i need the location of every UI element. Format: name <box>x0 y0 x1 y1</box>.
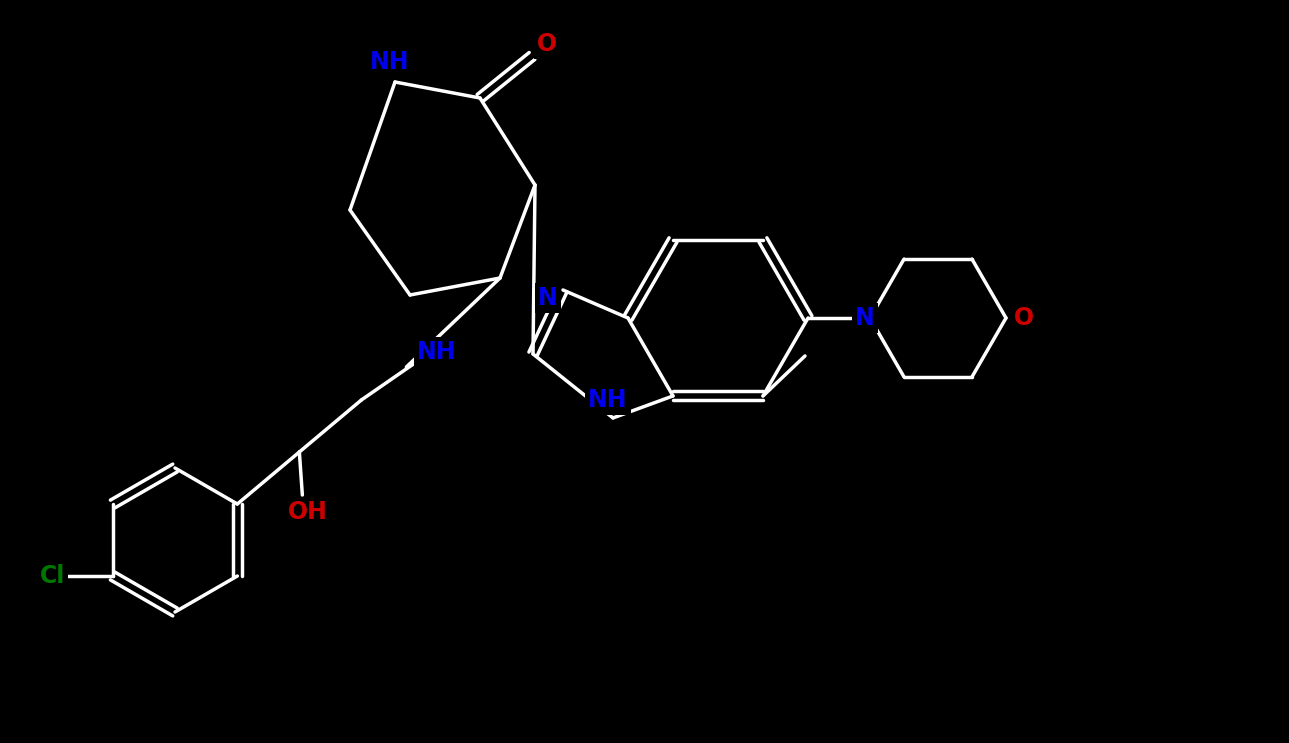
Text: NH: NH <box>416 340 456 364</box>
Text: Cl: Cl <box>40 564 66 588</box>
Text: O: O <box>1014 306 1034 330</box>
Text: N: N <box>538 286 558 310</box>
Text: NH: NH <box>588 388 628 412</box>
Text: NH: NH <box>370 50 410 74</box>
Text: N: N <box>855 306 875 330</box>
Text: O: O <box>538 32 557 56</box>
Text: OH: OH <box>287 500 327 524</box>
